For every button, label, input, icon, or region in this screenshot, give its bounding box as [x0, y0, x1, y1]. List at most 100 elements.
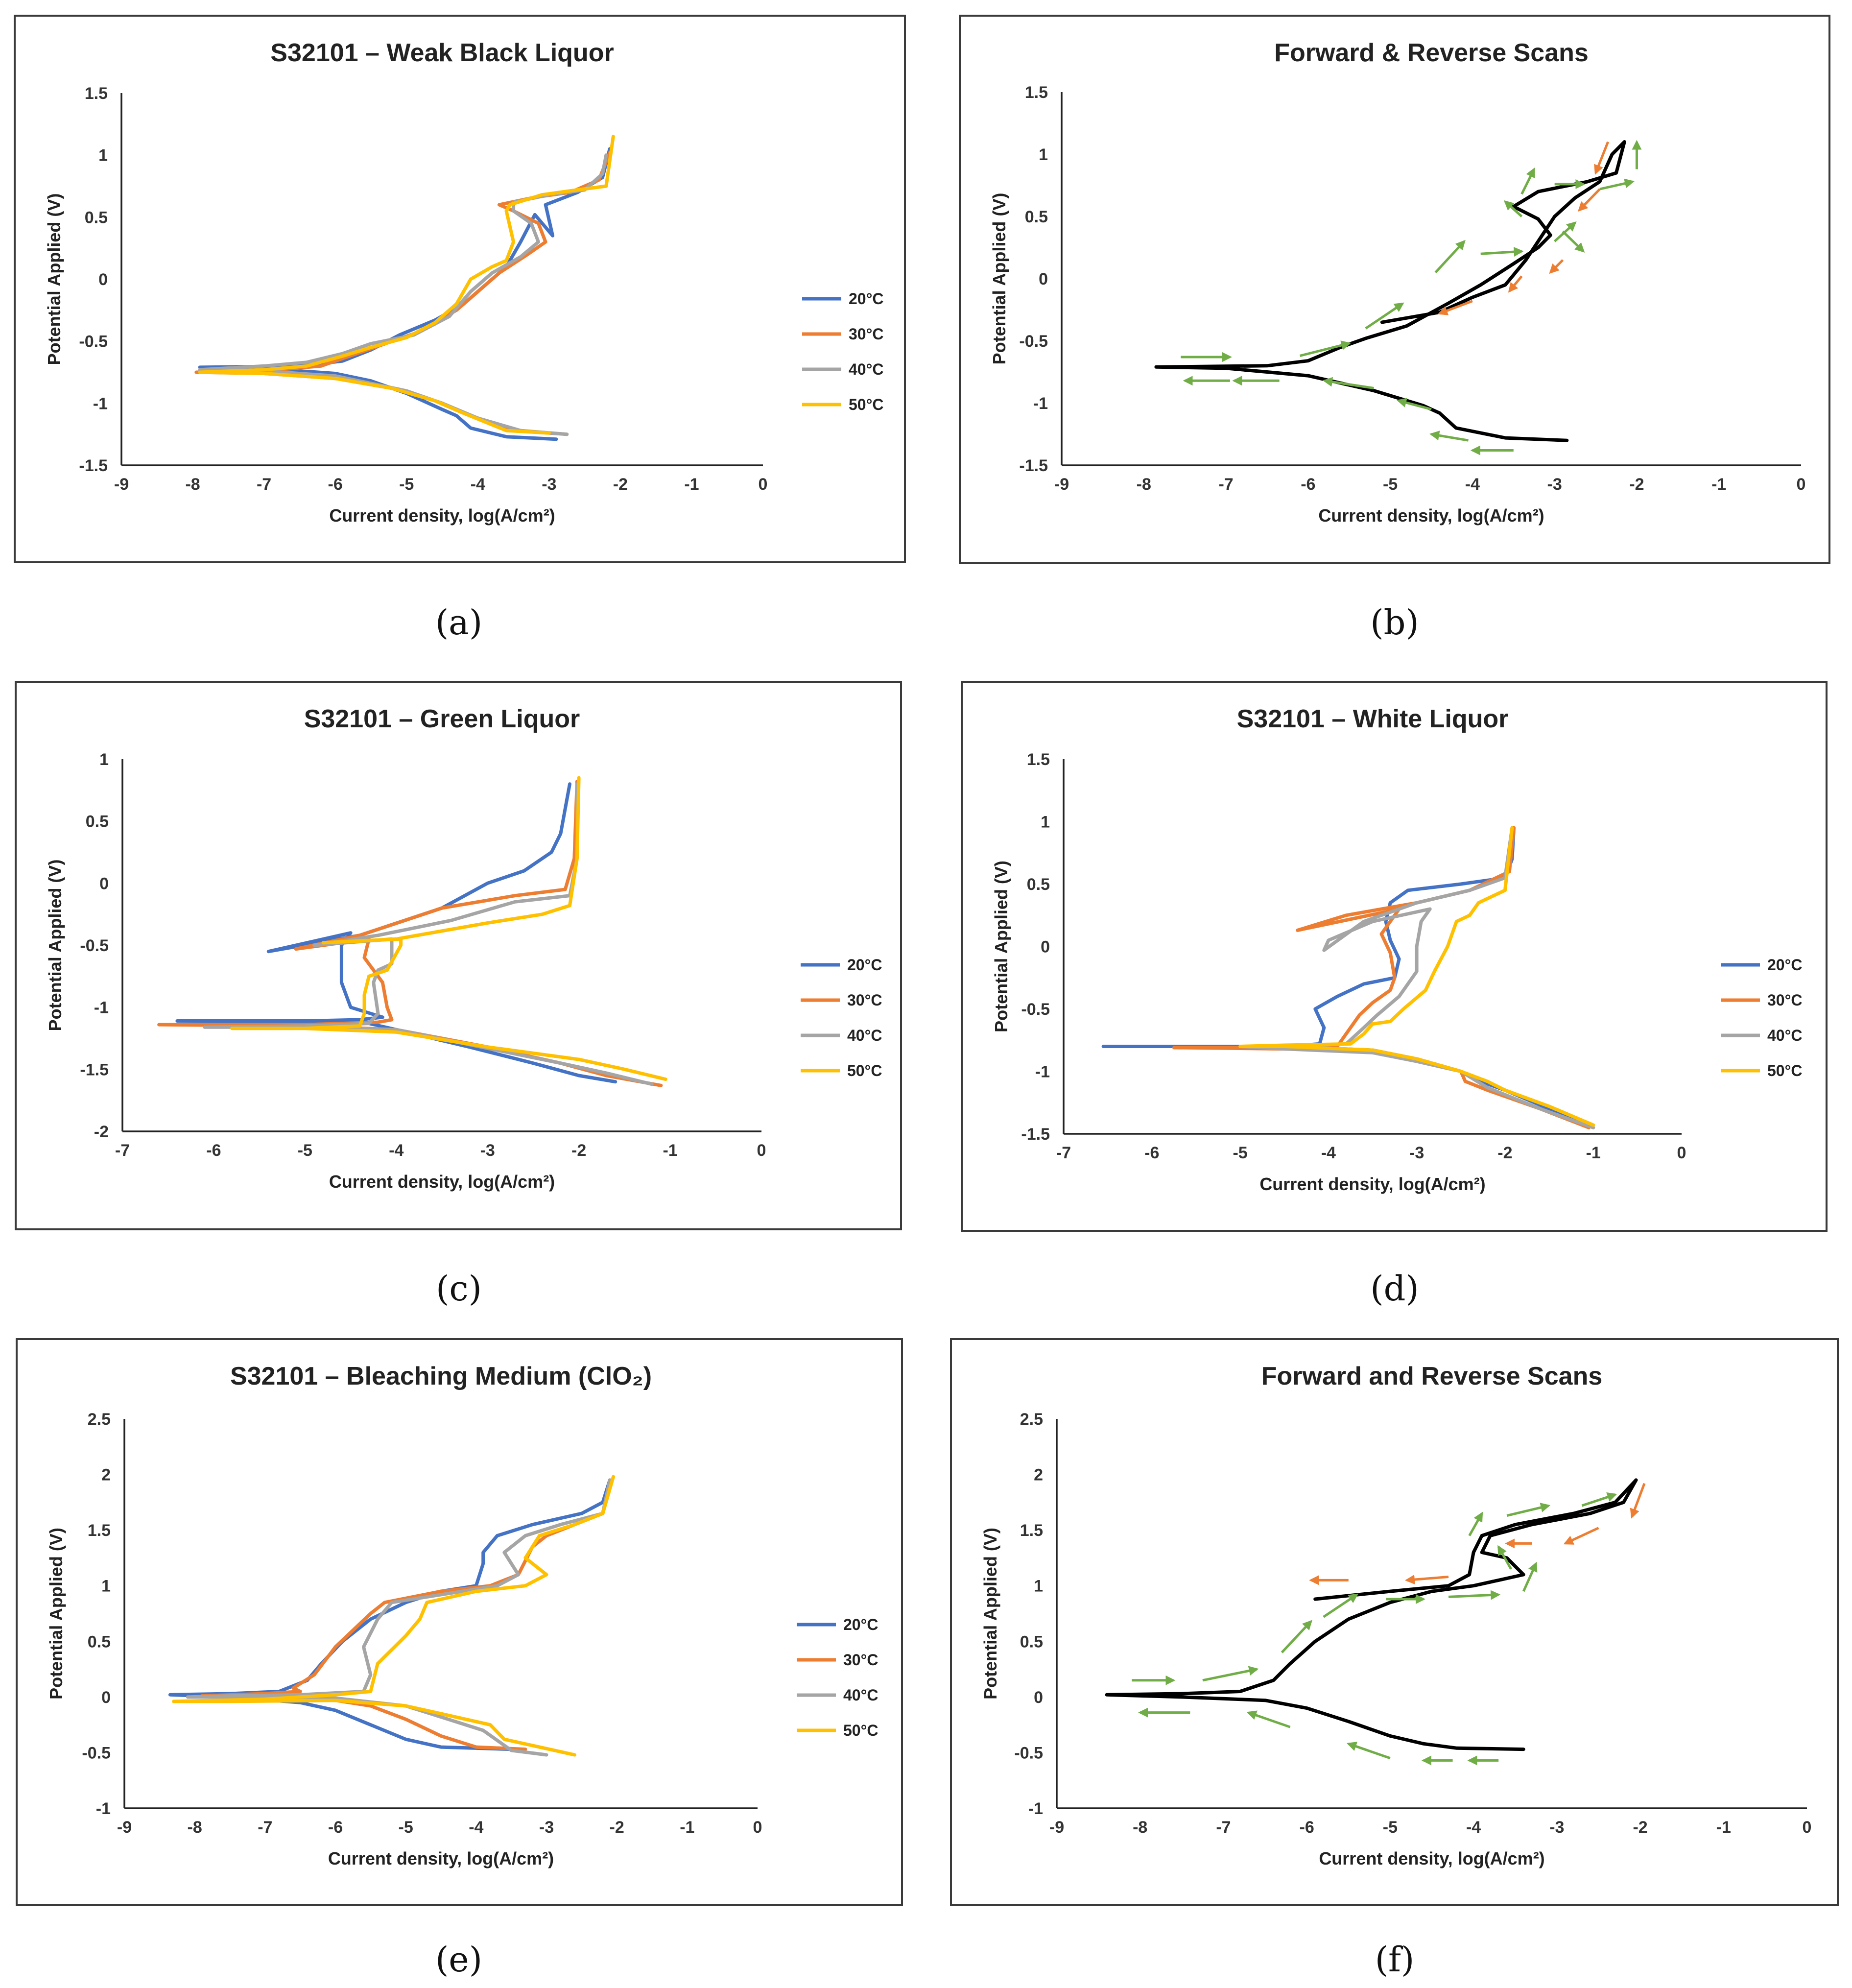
scan-direction-arrow	[1522, 1561, 1538, 1592]
series-line-50°C	[198, 135, 615, 435]
x-axis-label: Current density, log(A/cm²)	[329, 1172, 555, 1192]
legend-entry: 30°C	[847, 991, 882, 1009]
x-tick-label: 0	[1797, 475, 1806, 494]
y-tick-label: -0.5	[80, 936, 109, 955]
x-tick-label: -5	[1383, 1818, 1398, 1837]
y-tick-label: 0	[1034, 1688, 1043, 1707]
y-tick-label: 0.5	[88, 1632, 111, 1651]
scan-direction-arrow	[1246, 1710, 1291, 1728]
legend-entry: 30°C	[849, 325, 884, 343]
chart-frame	[959, 15, 1830, 564]
x-tick-label: -7	[1218, 475, 1233, 494]
y-tick-label: -0.5	[79, 333, 108, 351]
caption-f: (f)	[1375, 1940, 1415, 1980]
x-tick-label: -3	[480, 1141, 495, 1160]
x-tick-label: -3	[1549, 1818, 1564, 1837]
chart-panel-d: S32101 – White Liquor -7 -6 -5 -4 -3 -2 -1 0 1.5 1…	[961, 681, 1828, 1232]
x-tick-label: -3	[1547, 475, 1562, 494]
x-axis-label: Current density, log(A/cm²)	[328, 1848, 554, 1868]
y-tick-label: 1	[1039, 145, 1048, 164]
y-tick-label: 0.5	[1025, 208, 1048, 226]
x-tick-label: -1	[1711, 475, 1726, 494]
y-tick-label: 2	[101, 1466, 111, 1485]
x-axis-label: Current density, log(A/cm²)	[1318, 505, 1544, 526]
y-tick-label: -0.5	[1019, 332, 1048, 351]
legend-entry: 30°C	[843, 1651, 879, 1669]
chart-panel-b: Forward & Reverse Scans -9 -8 -7 -6 -5 -4 -3 -2 -…	[959, 15, 1830, 564]
x-tick-label: -4	[1465, 475, 1480, 494]
x-tick-label: -8	[185, 475, 200, 494]
legend-entry: 40°C	[843, 1686, 879, 1704]
y-tick-label: -1	[93, 394, 108, 413]
x-tick-label: -7	[1216, 1818, 1231, 1837]
chart-panel-a: S32101 – Weak Black Liquor -9 -8 -7 -6 -5 -4 -3…	[14, 15, 906, 563]
y-tick-label: 0	[1041, 938, 1050, 957]
series-line-50°C	[172, 1475, 615, 1757]
x-tick-label: 0	[753, 1818, 762, 1837]
caption-e: (e)	[435, 1940, 483, 1980]
scan-direction-arrow	[1520, 167, 1535, 195]
y-tick-label: -0.5	[1014, 1744, 1043, 1762]
legend-entry: 20°C	[847, 956, 882, 974]
x-tick-label: -6	[1144, 1144, 1159, 1162]
y-tick-label: 1.5	[85, 84, 108, 103]
x-tick-label: -6	[1300, 1818, 1314, 1837]
y-axis-label: Potential Applied (V)	[45, 860, 65, 1031]
legend-entry: 20°C	[1767, 956, 1803, 974]
x-tick-label: -9	[1049, 1818, 1064, 1837]
scan-direction-arrow	[1322, 377, 1374, 389]
y-tick-label: -1	[96, 1799, 111, 1818]
y-tick-label: 1.5	[88, 1521, 111, 1540]
y-tick-label: 0	[99, 874, 109, 893]
y-tick-label: -1	[1028, 1799, 1043, 1818]
y-tick-label: -1.5	[1019, 456, 1048, 475]
caption-a: (a)	[435, 602, 483, 643]
scan-direction-arrow	[1630, 1483, 1646, 1519]
scan-direction-arrow	[1578, 188, 1601, 212]
x-tick-label: -3	[542, 475, 556, 494]
y-tick-label: -2	[94, 1123, 109, 1141]
x-tick-label: -2	[1497, 1144, 1512, 1162]
scan-direction-arrow	[1562, 230, 1585, 253]
scan-direction-arrow	[1581, 1492, 1617, 1507]
y-tick-label: -1	[1033, 394, 1048, 413]
chart-title: S32101 – Bleaching Medium (ClO₂)	[230, 1362, 652, 1390]
y-tick-label: -1.5	[80, 1060, 109, 1079]
y-axis-label: Potential Applied (V)	[991, 861, 1011, 1032]
caption-b: (b)	[1370, 602, 1419, 643]
x-tick-label: -5	[399, 475, 414, 494]
y-axis-label: Potential Applied (V)	[989, 193, 1009, 365]
y-tick-label: 0.5	[1027, 875, 1050, 894]
x-tick-label: -6	[328, 475, 343, 494]
y-tick-label: -0.5	[1021, 1000, 1050, 1019]
y-tick-label: 1.5	[1027, 750, 1050, 769]
x-tick-label: -1	[1716, 1818, 1731, 1837]
scan-direction-arrow	[1202, 1666, 1259, 1682]
chart-frame	[16, 1338, 903, 1906]
x-tick-label: -3	[1409, 1144, 1424, 1162]
x-tick-label: -1	[663, 1141, 677, 1160]
x-tick-label: -2	[571, 1141, 586, 1160]
y-tick-label: 0.5	[86, 813, 109, 831]
y-tick-label: -1	[94, 999, 109, 1017]
y-tick-label: 1	[1041, 813, 1050, 832]
scan-direction-arrow	[1434, 240, 1466, 273]
x-tick-label: 0	[1677, 1144, 1686, 1162]
series-line-reverse	[1380, 140, 1626, 324]
x-tick-label: -9	[117, 1818, 132, 1837]
series-line-50°C	[1238, 826, 1595, 1127]
scan-direction-arrow	[1397, 398, 1432, 411]
chart-panel-e: S32101 – Bleaching Medium (ClO₂) -9 -8 -7 -6…	[16, 1338, 903, 1906]
scan-direction-arrow	[1599, 178, 1635, 191]
scan-direction-arrow	[1365, 302, 1404, 330]
x-tick-label: -1	[684, 475, 699, 494]
x-tick-label: -3	[539, 1818, 554, 1837]
scan-direction-arrow	[1594, 141, 1610, 175]
legend-entry: 50°C	[1767, 1062, 1803, 1079]
x-tick-label: 0	[757, 1141, 766, 1160]
x-tick-label: -5	[298, 1141, 312, 1160]
chart-frame	[14, 15, 906, 563]
x-tick-label: -6	[1301, 475, 1315, 494]
scan-direction-arrow	[1448, 1590, 1501, 1600]
